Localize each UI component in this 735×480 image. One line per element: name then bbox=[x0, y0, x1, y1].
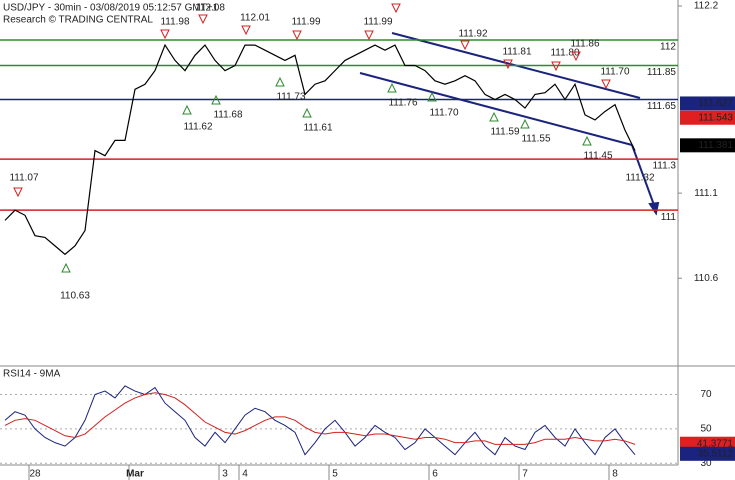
price-tag-label: 111.543 bbox=[698, 112, 733, 123]
price-tag-label: 111.381 bbox=[698, 140, 733, 151]
price-tag-label: 35.5112 bbox=[698, 448, 734, 459]
peak-marker bbox=[601, 79, 611, 90]
peak-marker bbox=[571, 51, 581, 62]
peak-marker bbox=[503, 59, 513, 70]
annotation-label: 111.99 bbox=[291, 17, 321, 28]
price-tag-label: 111.627 bbox=[698, 98, 733, 109]
chart-title: USD/JPY - 30min - 03/08/2019 05:12:57 GM… bbox=[3, 3, 219, 14]
level-label: 111 bbox=[661, 212, 677, 223]
annotation-label: 111.68 bbox=[213, 110, 243, 121]
y-tick-label: 110.6 bbox=[694, 273, 719, 284]
peak-marker bbox=[241, 25, 251, 36]
channel-bottom bbox=[359, 72, 633, 146]
price-tag bbox=[680, 138, 735, 153]
rsi-line bbox=[4, 392, 636, 445]
trough-marker bbox=[520, 118, 530, 129]
x-tick-label: 6 bbox=[432, 469, 438, 480]
level-label: 111.65 bbox=[647, 101, 677, 112]
price-line bbox=[4, 43, 636, 256]
peak-marker bbox=[551, 61, 561, 72]
trough-marker bbox=[427, 91, 437, 102]
y-tick-label: 111.1 bbox=[694, 188, 718, 199]
rsi-tick-label: 50 bbox=[700, 424, 712, 435]
peak-marker bbox=[13, 187, 23, 198]
annotation-label: 111.73 bbox=[276, 92, 306, 103]
x-tick-label: 4 bbox=[242, 469, 248, 480]
trough-marker bbox=[211, 94, 221, 105]
annotation-label: 111.86 bbox=[570, 39, 600, 50]
annotation-label: 111.81 bbox=[502, 47, 532, 58]
rsi-tick-label: 70 bbox=[700, 389, 712, 400]
annotation-label: 111.45 bbox=[583, 151, 613, 162]
annotation-label: 111.62 bbox=[183, 122, 213, 133]
trough-marker bbox=[489, 111, 499, 122]
x-tick-label: 28 bbox=[29, 469, 41, 480]
price-tag-label: 41.3771 bbox=[697, 438, 734, 449]
rsi-tick-label: 30 bbox=[700, 458, 712, 469]
peak-marker bbox=[292, 30, 302, 41]
rsi-line bbox=[4, 385, 636, 456]
annotation-label: 112.08 bbox=[195, 3, 225, 14]
annotation-label: 111.70 bbox=[600, 67, 630, 78]
annotation-label: 111.70 bbox=[429, 108, 459, 119]
level-label: 111.85 bbox=[647, 67, 677, 78]
peak-marker bbox=[198, 14, 208, 25]
forecast-arrow bbox=[631, 144, 655, 206]
annotation-label: 111.59 bbox=[490, 127, 520, 138]
trough-marker bbox=[275, 76, 285, 87]
trough-marker bbox=[582, 135, 592, 146]
trough-marker bbox=[61, 262, 71, 273]
x-tick-label: 7 bbox=[522, 469, 528, 480]
annotation-label: 112.01 bbox=[240, 13, 270, 24]
price-tag bbox=[680, 96, 735, 111]
annotation-label: 111.98 bbox=[160, 17, 190, 28]
peak-marker bbox=[364, 30, 374, 41]
chart-subtitle: Research © TRADING CENTRAL bbox=[3, 15, 153, 26]
peak-marker bbox=[160, 29, 170, 40]
annotation-label: 111.07 bbox=[9, 173, 39, 184]
trough-marker bbox=[182, 104, 192, 115]
level-label: 112 bbox=[660, 42, 676, 53]
peak-marker bbox=[460, 40, 470, 51]
x-tick-label: 8 bbox=[612, 469, 618, 480]
x-tick-label: Mar bbox=[126, 469, 144, 480]
annotation-label: 111.61 bbox=[303, 123, 333, 134]
trough-marker bbox=[302, 107, 312, 118]
peak-marker bbox=[391, 3, 401, 14]
annotation-label: 110.63 bbox=[60, 291, 90, 302]
annotation-label: 111.99 bbox=[363, 17, 393, 28]
annotation-label: 111.92 bbox=[458, 29, 488, 40]
x-tick-label: 3 bbox=[222, 469, 228, 480]
annotation-label: 111.32 bbox=[625, 173, 655, 184]
annotation-label: 111.80 bbox=[550, 48, 580, 59]
x-tick-label: 5 bbox=[332, 469, 338, 480]
price-tag bbox=[680, 446, 735, 461]
annotation-label: 111.76 bbox=[388, 98, 418, 109]
level-label: 111.3 bbox=[652, 161, 676, 172]
price-tag bbox=[680, 110, 735, 125]
trough-marker bbox=[387, 82, 397, 93]
annotation-label: 111.55 bbox=[521, 134, 551, 145]
y-tick-label: 112.2 bbox=[694, 1, 719, 12]
rsi-title: RSI14 - 9MA bbox=[3, 369, 61, 380]
